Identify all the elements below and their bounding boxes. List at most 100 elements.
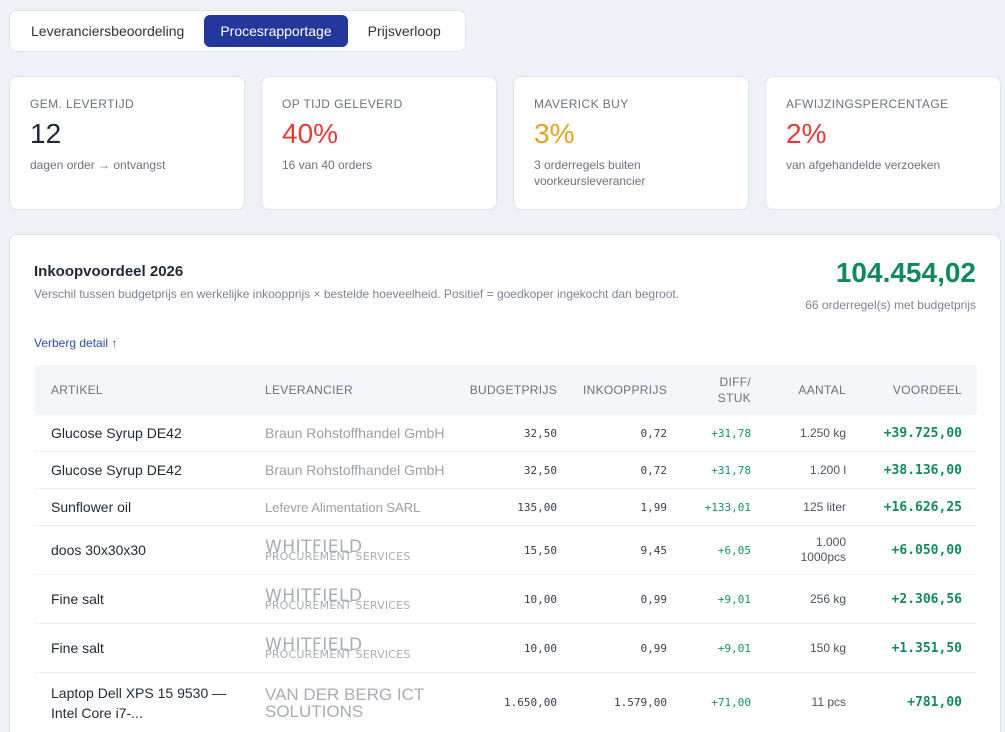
table-row[interactable]: Glucose Syrup DE42 Braun Rohstoffhandel … [34,415,977,452]
kpi-sub: 16 van 40 orders [282,158,373,172]
table-row[interactable]: Fine salt WHITFIELD PROCUREMENT SERVICES… [34,624,977,673]
cell-budgetprijs: 32,50 [523,426,557,440]
cell-aantal: 11 pcs [811,695,846,709]
supplier-logo-van-der-berg: VAN DER BERG ICT SOLUTIONS [265,684,425,721]
cell-aantal: 150 kg [809,640,846,655]
cell-diff: +9,01 [717,592,751,606]
cell-diff: +31,78 [711,463,751,477]
inkoopvoordeel-panel: Inkoopvoordeel 2026 Verschil tussen budg… [9,234,1001,732]
kpi-cards: GEM. LEVERTIJD 12 dagen order → ontvangs… [9,76,1001,210]
cell-diff: +9,01 [717,641,751,655]
col-inkoopprijs[interactable]: INKOOPPRIJS [583,383,667,397]
logo-tagline: PROCUREMENT SERVICES [265,647,411,661]
table-header: ARTIKEL LEVERANCIER BUDGETPRIJS INKOOPPR… [34,365,977,415]
kpi-sub: dagen order → ontvangst [30,158,166,172]
cell-inkoopprijs: 0,72 [640,463,668,477]
kpi-label: AFWIJZINGSPERCENTAGE [786,97,949,111]
kpi-sub: 3 orderregels buiten voorkeursleverancie… [534,158,646,188]
supplier-logo-whitfield: WHITFIELD PROCUREMENT SERVICES [249,585,449,612]
tab-prijsverloop[interactable]: Prijsverloop [367,23,441,39]
cell-inkoopprijs: 1,99 [640,500,668,514]
cell-voordeel: +6.050,00 [891,542,962,558]
table-row[interactable]: Fine salt WHITFIELD PROCUREMENT SERVICES… [34,575,977,624]
logo-name: WHITFIELD [265,585,363,606]
cell-voordeel: +39.725,00 [883,425,962,441]
total-savings: 104.454,02 [835,257,976,288]
panel-subtitle: Verschil tussen budgetprijs en werkelijk… [34,287,680,301]
cell-aantal: 1.250 kg [799,425,846,440]
cell-leverancier: Braun Rohstoffhandel GmbH [265,462,445,478]
cell-artikel: Glucose Syrup DE42 [51,462,182,478]
kpi-card-levertijd: GEM. LEVERTIJD 12 dagen order → ontvangs… [9,76,245,210]
cell-voordeel: +16.626,25 [883,499,962,515]
tab-leveranciersbeoordeling[interactable]: Leveranciersbeoordeling [31,23,185,39]
panel-title: Inkoopvoordeel 2026 [34,263,184,280]
cell-inkoopprijs: 1.579,00 [614,696,667,709]
report-tabs: Leveranciersbeoordeling Procesrapportage… [9,10,466,52]
cell-leverancier: Lefevre Alimentation SARL [265,499,421,515]
kpi-label: GEM. LEVERTIJD [30,97,135,111]
cell-diff: +31,78 [711,426,751,440]
logo-name: WHITFIELD [265,536,363,557]
cell-diff: +133,01 [704,500,751,514]
cell-aantal: 125 liter [803,499,846,514]
cell-artikel: doos 30x30x30 [51,542,146,558]
tab-procesrapportage[interactable]: Procesrapportage [204,15,348,47]
total-savings-caption: 66 orderregel(s) met budgetprijs [805,298,976,312]
cell-voordeel: +38.136,00 [883,462,962,478]
logo-tagline: PROCUREMENT SERVICES [265,549,411,563]
table-row[interactable]: Laptop Dell XPS 15 9530 — Intel Core i7-… [34,673,977,732]
logo-name: WHITFIELD [265,634,363,655]
cell-diff: +71,00 [711,696,751,709]
cell-aantal: 1.000 1000pcs [751,535,846,565]
col-budgetprijs[interactable]: BUDGETPRIJS [469,383,557,397]
cell-diff: +6,05 [717,543,751,557]
kpi-value: 3% [534,118,575,149]
logo-tagline: PROCUREMENT SERVICES [265,598,411,612]
kpi-label: MAVERICK BUY [534,97,629,111]
cell-voordeel: +2.306,56 [891,591,962,607]
cell-voordeel: +1.351,50 [891,640,962,656]
kpi-value: 12 [30,118,62,149]
cell-artikel: Laptop Dell XPS 15 9530 — Intel Core i7-… [51,684,227,721]
cell-aantal: 1.200 l [809,462,846,477]
kpi-card-maverick-buy: MAVERICK BUY 3% 3 orderregels buiten voo… [513,76,749,210]
cell-inkoopprijs: 0,99 [640,592,668,606]
cell-leverancier: Braun Rohstoffhandel GmbH [265,425,445,441]
kpi-sub: van afgehandelde verzoeken [786,158,941,172]
cell-artikel: Fine salt [51,591,104,607]
cell-inkoopprijs: 9,45 [640,543,668,557]
kpi-card-afwijzing: AFWIJZINGSPERCENTAGE 2% van afgehandelde… [765,76,1001,210]
aantal-value: 1.000 [815,535,846,549]
cell-voordeel: +781,00 [907,695,962,710]
supplier-logo-whitfield: WHITFIELD PROCUREMENT SERVICES [249,634,449,661]
cell-budgetprijs: 32,50 [523,463,557,477]
table-row[interactable]: Glucose Syrup DE42 Braun Rohstoffhandel … [34,452,977,489]
cell-artikel: Fine salt [51,640,104,656]
table-row[interactable]: doos 30x30x30 WHITFIELD PROCUREMENT SERV… [34,526,977,575]
col-voordeel[interactable]: VOORDEEL [892,383,962,397]
supplier-logo-whitfield: WHITFIELD PROCUREMENT SERVICES [249,536,449,563]
col-diff[interactable]: DIFF/ STUK [717,375,751,405]
col-leverancier[interactable]: LEVERANCIER [265,383,353,397]
cell-budgetprijs: 10,00 [523,592,557,606]
table-row[interactable]: Sunflower oil Lefevre Alimentation SARL … [34,489,977,526]
kpi-value: 2% [786,118,827,149]
toggle-detail-link[interactable]: Verberg detail ↑ [34,336,118,350]
kpi-card-op-tijd: OP TIJD GELEVERD 40% 16 van 40 orders [261,76,497,210]
cell-budgetprijs: 10,00 [523,641,557,655]
col-artikel[interactable]: ARTIKEL [51,383,103,397]
col-aantal[interactable]: AANTAL [798,383,846,397]
savings-table: ARTIKEL LEVERANCIER BUDGETPRIJS INKOOPPR… [34,365,977,732]
aantal-unit: 1000pcs [800,550,846,564]
cell-artikel: Glucose Syrup DE42 [51,425,182,441]
cell-artikel: Sunflower oil [51,499,132,515]
cell-aantal: 256 kg [809,591,846,606]
cell-budgetprijs: 1.650,00 [504,696,557,709]
kpi-label: OP TIJD GELEVERD [282,97,403,111]
cell-inkoopprijs: 0,72 [640,426,668,440]
kpi-value: 40% [282,118,339,149]
cell-inkoopprijs: 0,99 [640,641,668,655]
cell-budgetprijs: 135,00 [517,500,557,514]
cell-budgetprijs: 15,50 [523,543,557,557]
